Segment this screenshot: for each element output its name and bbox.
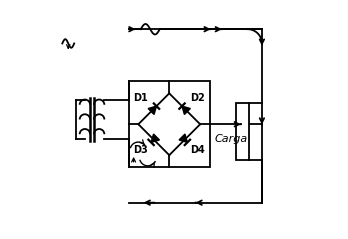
Text: D1: D1 bbox=[133, 93, 148, 103]
Polygon shape bbox=[179, 134, 187, 142]
Polygon shape bbox=[182, 106, 190, 114]
Polygon shape bbox=[148, 106, 157, 114]
Text: Carga: Carga bbox=[214, 134, 248, 143]
Bar bbox=[129, 81, 209, 167]
Polygon shape bbox=[151, 134, 159, 142]
Bar bbox=[236, 103, 249, 160]
Text: D4: D4 bbox=[190, 145, 205, 155]
Text: D2: D2 bbox=[190, 93, 205, 103]
Text: D3: D3 bbox=[133, 145, 148, 155]
